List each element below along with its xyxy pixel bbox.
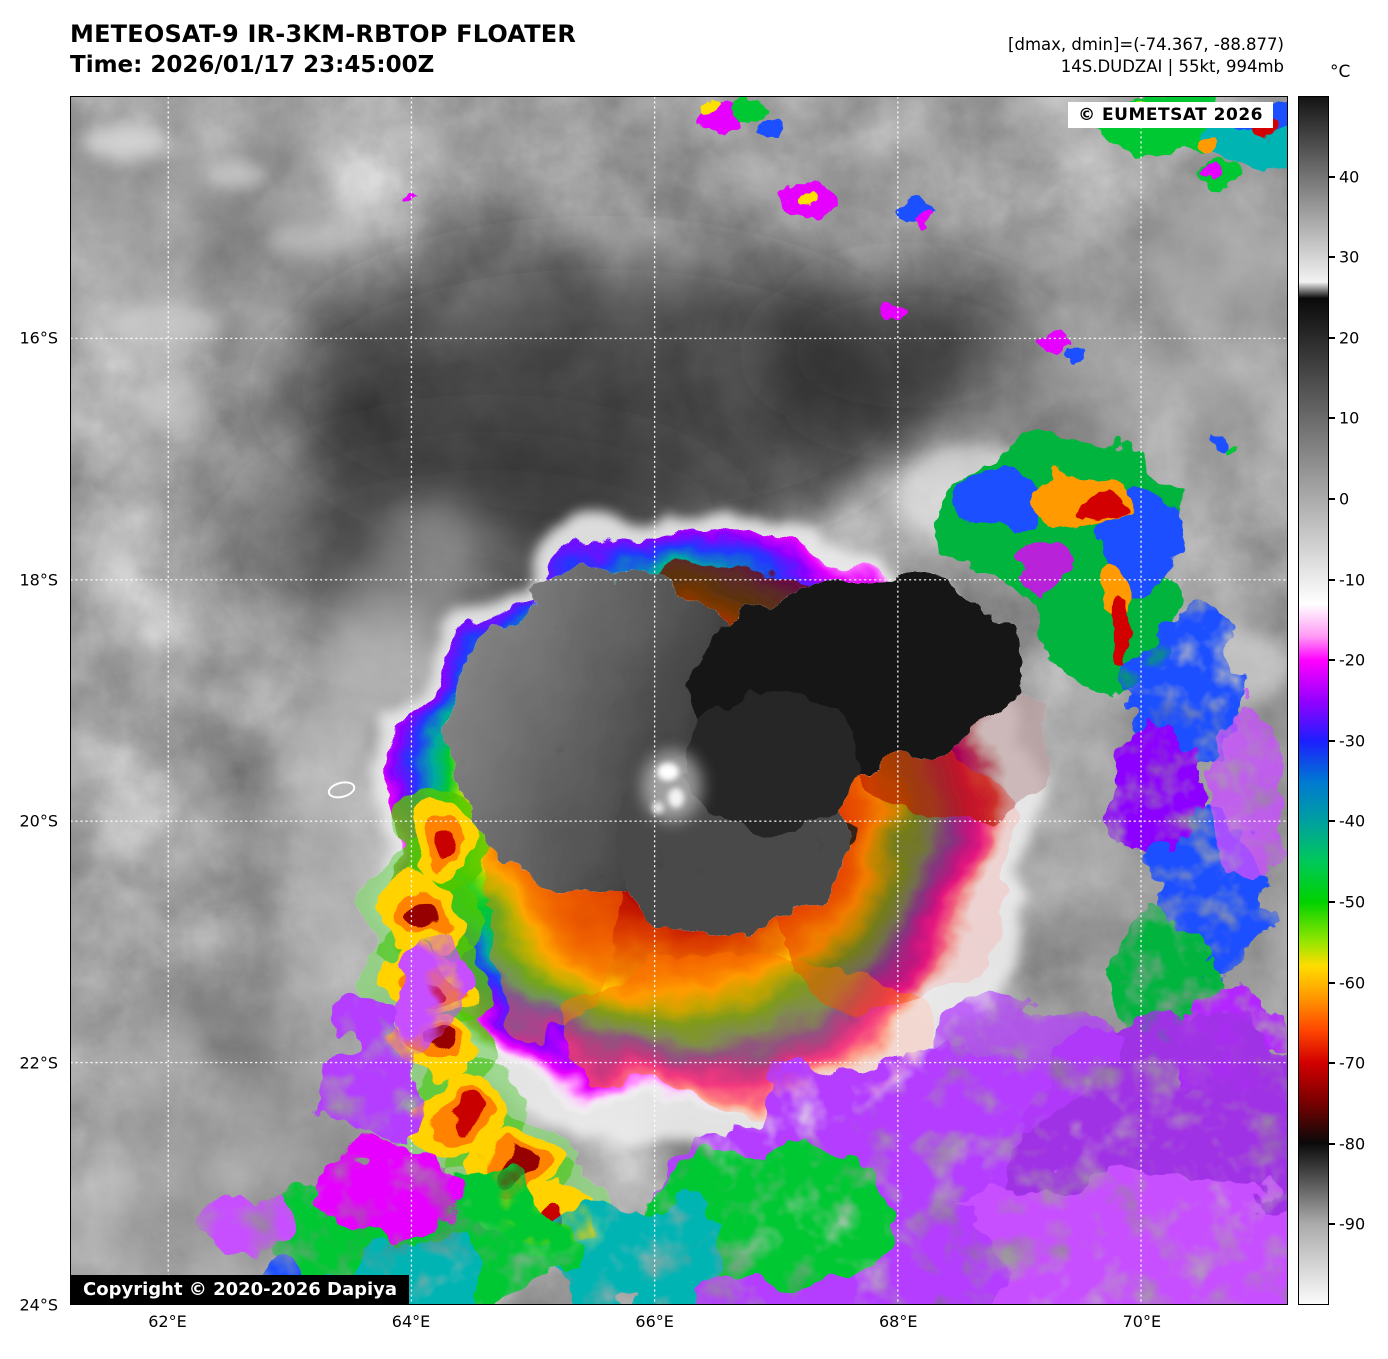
colorbar-ticks: 40 30 20 10 0 -10 -20 -30 -40 -50 -60 -70 -80 -90 [1329, 96, 1387, 1305]
timestamp: Time: 2026/01/17 23:45:00Z [70, 52, 435, 78]
dmax-dmin-readout: [dmax, dmin]=(-74.367, -88.877) [1008, 35, 1284, 54]
colorbar-tick-mark [1329, 578, 1335, 581]
storm-info: 14S.DUDZAI | 55kt, 994mb [1060, 57, 1284, 76]
lat-tick-label: 24°S [19, 1295, 58, 1315]
colorbar-tick-label: -10 [1339, 570, 1366, 590]
colorbar-gradient [1299, 97, 1328, 1304]
colorbar-tick-label: 10 [1339, 408, 1360, 428]
colorbar-tick-label: -80 [1339, 1134, 1366, 1154]
low-level-center [642, 749, 702, 822]
lat-tick-label: 20°S [19, 811, 58, 831]
colorbar-tick-label: 20 [1339, 328, 1360, 348]
lon-tick-label: 64°E [391, 1312, 431, 1331]
colorbar-tick-label: -60 [1339, 973, 1366, 993]
southeast-speckled-field [198, 928, 1287, 1304]
colorbar-tick-mark [1329, 901, 1335, 903]
colorbar-tick-mark [1329, 175, 1335, 178]
colorbar-tick-label: 0 [1339, 489, 1350, 509]
colorbar-unit-label: °C [1330, 62, 1351, 82]
colorbar [1298, 96, 1329, 1305]
eye-region-warm-clouds [445, 574, 1019, 936]
colorbar-tick-mark [1329, 256, 1335, 259]
scattered-cold-specks [402, 98, 1241, 455]
island-outline [327, 781, 356, 799]
satellite-map: © EUMETSAT 2026 Copyright © 2020-2026 Da… [70, 96, 1288, 1305]
colorbar-tick-mark [1329, 659, 1335, 662]
colorbar-tick-label: -40 [1339, 811, 1366, 831]
colorbar-tick-mark [1329, 1223, 1335, 1226]
lat-tick-label: 18°S [19, 570, 58, 590]
lat-tick-label: 22°S [19, 1053, 58, 1073]
lat-axis: 16°S 18°S 20°S 22°S 24°S [0, 96, 62, 1314]
colorbar-tick-mark [1329, 417, 1335, 420]
satellite-image [71, 97, 1287, 1304]
lon-axis: 62°E 64°E 66°E 68°E 70°E [70, 1312, 1288, 1338]
colorbar-tick-label: -70 [1339, 1053, 1366, 1073]
colorbar-tick-label: -90 [1339, 1214, 1366, 1234]
colorbar-tick-mark [1329, 1062, 1335, 1065]
colorbar-tick-mark [1329, 981, 1335, 984]
colorbar-tick-mark [1329, 739, 1335, 742]
colorbar-tick-mark [1329, 820, 1335, 823]
lon-tick-label: 70°E [1122, 1312, 1162, 1331]
page-title: METEOSAT-9 IR-3KM-RBTOP FLOATER [70, 20, 577, 48]
copyright-badge: Copyright © 2020-2026 Dapiya [71, 1275, 410, 1304]
eumetsat-badge: © EUMETSAT 2026 [1068, 102, 1273, 128]
header-info: [dmax, dmin]=(-74.367, -88.877) 14S.DUDZ… [1008, 34, 1284, 78]
colorbar-tick-label: -20 [1339, 650, 1366, 670]
colorbar-tick-label: -50 [1339, 892, 1366, 912]
colorbar-tick-mark [1329, 336, 1335, 339]
lon-tick-label: 62°E [148, 1312, 187, 1331]
lon-tick-label: 68°E [879, 1312, 918, 1331]
colorbar-tick-label: 40 [1339, 167, 1360, 187]
colorbar-tick-mark [1329, 498, 1335, 500]
colorbar-tick-label: -30 [1339, 731, 1366, 751]
colorbar-tick-label: 30 [1339, 247, 1360, 267]
lat-tick-label: 16°S [19, 328, 58, 348]
gridlines [71, 97, 1287, 1304]
colorbar-tick-mark [1329, 1142, 1335, 1145]
lon-tick-label: 66°E [635, 1312, 674, 1331]
